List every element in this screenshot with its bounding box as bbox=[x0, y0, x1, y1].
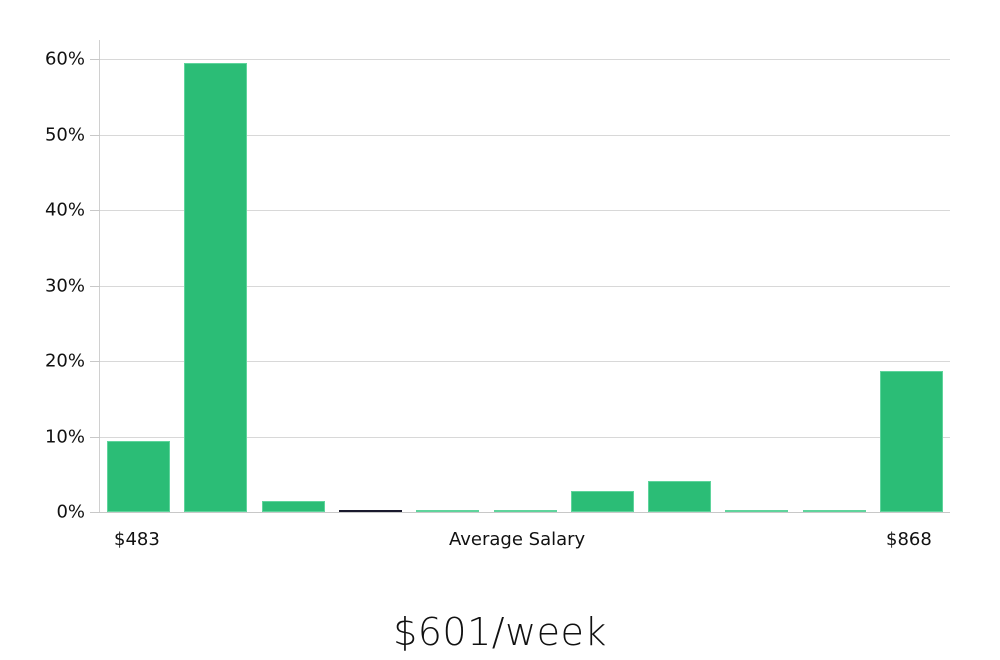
y-tick-mark bbox=[90, 361, 100, 362]
y-tick-label: 20% bbox=[44, 350, 85, 372]
bar bbox=[880, 370, 943, 512]
y-tick-mark bbox=[90, 59, 100, 60]
y-tick-label: 0% bbox=[56, 501, 85, 523]
y-tick-mark bbox=[90, 135, 100, 136]
bar bbox=[416, 510, 479, 512]
gridline bbox=[100, 361, 950, 362]
bar bbox=[725, 510, 788, 512]
bar bbox=[571, 490, 634, 512]
bar bbox=[184, 62, 247, 512]
bar bbox=[494, 510, 557, 512]
bar-highlighted bbox=[339, 510, 402, 512]
y-tick-label: 60% bbox=[44, 48, 85, 70]
average-salary-value: $601/week bbox=[393, 610, 607, 654]
bar bbox=[107, 441, 170, 512]
bar bbox=[803, 510, 866, 512]
y-tick-mark bbox=[90, 512, 100, 513]
gridline bbox=[100, 210, 950, 211]
y-tick-label: 40% bbox=[44, 199, 85, 221]
y-tick-mark bbox=[90, 210, 100, 211]
y-tick-label: 50% bbox=[44, 124, 85, 146]
gridline bbox=[100, 135, 950, 136]
x-axis-title: Average Salary bbox=[449, 529, 586, 550]
gridline bbox=[100, 437, 950, 438]
x-min-label: $483 bbox=[114, 529, 160, 550]
x-max-label: $868 bbox=[886, 529, 932, 550]
bar bbox=[262, 500, 325, 512]
y-tick-mark bbox=[90, 286, 100, 287]
bar bbox=[648, 481, 711, 512]
y-axis-line bbox=[99, 40, 100, 513]
x-axis-line bbox=[100, 512, 950, 513]
y-tick-label: 10% bbox=[44, 426, 85, 448]
y-tick-mark bbox=[90, 437, 100, 438]
y-tick-label: 30% bbox=[44, 275, 85, 297]
gridline bbox=[100, 286, 950, 287]
gridline bbox=[100, 59, 950, 60]
